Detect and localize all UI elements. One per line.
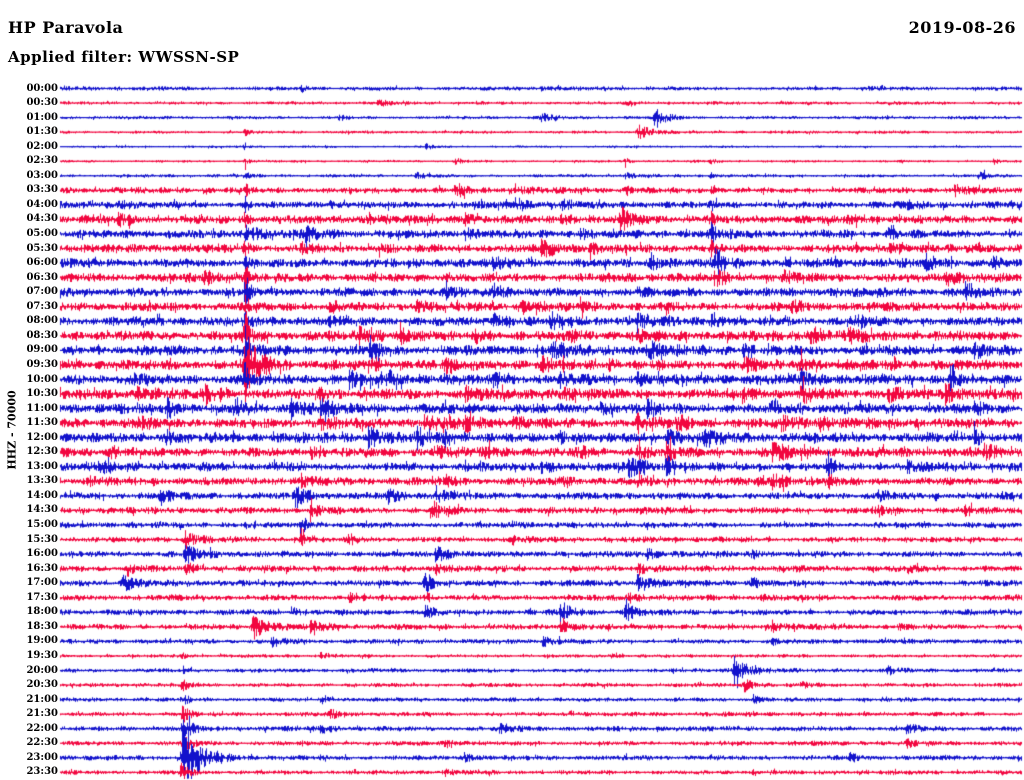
time-label: 11:00	[26, 402, 58, 414]
time-label: 04:00	[26, 198, 58, 210]
time-label: 23:00	[26, 751, 58, 763]
time-label: 00:00	[26, 82, 58, 94]
time-label: 13:30	[26, 475, 58, 487]
time-label: 03:00	[26, 169, 58, 181]
time-label: 19:30	[26, 649, 58, 661]
time-label: 06:00	[26, 257, 58, 269]
time-label: 15:00	[26, 519, 58, 530]
time-label: 13:00	[26, 460, 58, 472]
time-label: 01:30	[26, 126, 58, 138]
time-label: 21:00	[26, 693, 58, 705]
time-label: 14:30	[26, 504, 58, 516]
time-label: 16:30	[26, 562, 58, 574]
time-label: 20:00	[26, 664, 58, 676]
time-label: 01:00	[26, 111, 58, 123]
time-label: 02:30	[26, 155, 58, 167]
time-label: 22:00	[26, 722, 58, 734]
time-label: 03:30	[26, 184, 58, 196]
time-label: 17:30	[26, 591, 58, 603]
time-label: 00:30	[26, 97, 58, 109]
time-label: 10:00	[26, 373, 58, 385]
time-label: 04:30	[26, 213, 58, 225]
time-label: 05:30	[26, 242, 58, 254]
time-label: 14:00	[26, 489, 58, 501]
time-label: 16:00	[26, 548, 58, 560]
time-label: 20:30	[26, 679, 58, 691]
time-label: 21:30	[26, 708, 58, 720]
time-label: 07:30	[26, 300, 58, 312]
time-label: 08:30	[26, 329, 58, 341]
time-label: 18:00	[26, 606, 58, 618]
time-label: 15:30	[26, 533, 58, 545]
time-label: 02:00	[26, 140, 58, 152]
time-label: 17:00	[26, 577, 58, 589]
time-label: 12:00	[26, 431, 58, 443]
time-label: 06:30	[26, 271, 58, 283]
time-label: 09:00	[26, 344, 58, 356]
time-label: 07:00	[26, 286, 58, 298]
time-label: 22:30	[26, 737, 58, 749]
time-label: 05:00	[26, 228, 58, 239]
time-label: 10:30	[26, 388, 58, 400]
time-label: 11:30	[26, 417, 58, 429]
time-label: 08:00	[26, 315, 58, 327]
time-label: 18:30	[26, 620, 58, 632]
time-label: 19:00	[26, 635, 58, 647]
time-label: 23:30	[26, 766, 58, 778]
time-label: 12:30	[26, 446, 58, 458]
time-label: 09:30	[26, 358, 58, 370]
